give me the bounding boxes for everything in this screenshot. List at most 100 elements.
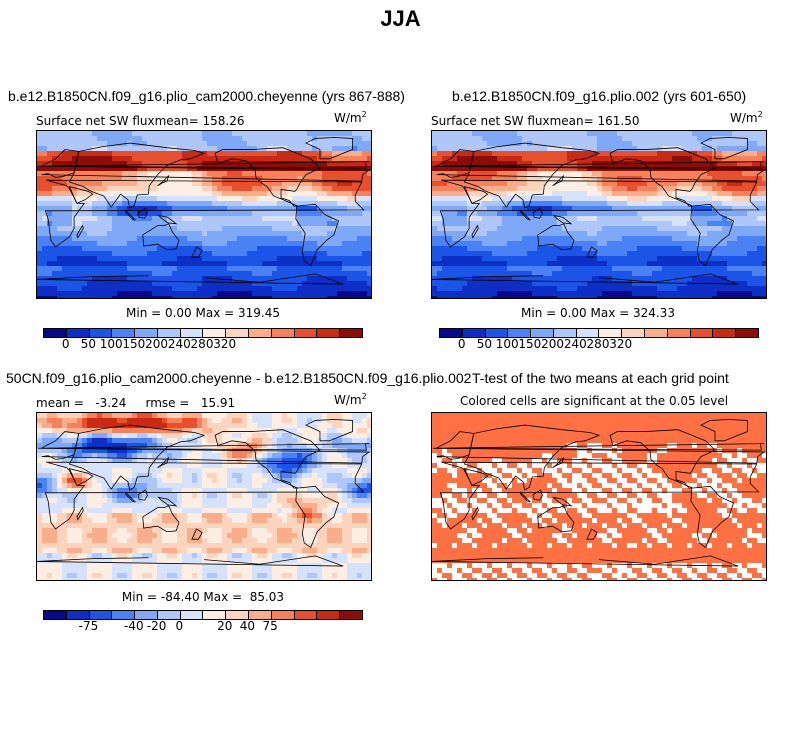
coastline [214,147,321,207]
colorbar-swatch [44,611,67,619]
panel-2-map [431,130,767,299]
panel-1-title: b.e12.B1850CN.f09_g16.plio_cam2000.cheye… [8,88,405,104]
coastline [463,424,601,491]
coastline [44,179,365,248]
colorbar-swatch [135,611,158,619]
coastline [471,506,479,521]
coastline [37,555,344,567]
colorbar-tick-label: 20 [217,619,233,633]
colorbar-swatch [576,329,600,337]
coastline [40,149,371,182]
coastline [471,224,479,239]
coastline [124,491,136,503]
colorbar-swatch [736,329,758,337]
panel-4-subtitle: Colored cells are significant at the 0.0… [460,394,729,408]
colorbar-swatch [44,329,67,337]
colorbar-swatch [622,329,646,337]
coastline [552,496,573,507]
coastline [609,147,716,207]
coastline [37,443,370,451]
coastline [68,468,94,486]
coastline [537,505,575,533]
colorbar-tick-label: 240 [563,337,587,351]
coastline [142,505,180,533]
colorbar-tick-label: 50 [80,337,97,351]
colorbar-tick-label: 240 [167,337,191,351]
coastline [700,137,748,160]
colorbar-swatch [713,329,737,337]
coastline [519,491,531,503]
coastline [532,489,543,501]
colorbar-tick-label: 200 [541,337,565,351]
coastline [137,207,148,219]
colorbar-tick-label: -75 [78,619,99,633]
coastline [432,555,739,567]
coastline [191,528,203,540]
coastline [586,246,598,258]
panel-2-minmax: Min = 0.00 Max = 324.33 [521,306,675,320]
panel-3-map [36,412,372,581]
colorbar-swatch [485,329,509,337]
panel-1-minmax: Min = 0.00 Max = 319.45 [126,306,280,320]
coastline [76,506,84,521]
colorbar-swatch [226,611,250,619]
panel-3-colorbar [43,610,363,620]
coastline [532,207,543,219]
colorbar-tick-label: 40 [239,619,256,633]
panel-2-subtitle: Surface net SW fluxmean= 161.50 [431,114,640,128]
colorbar-swatch [157,611,181,619]
coastline [432,161,765,169]
coastline [552,214,573,225]
panel-3-units: W/m2 [334,392,367,407]
colorbar-swatch [667,329,691,337]
colorbar-tick-label: 100 [99,337,123,351]
coastline [76,224,84,239]
colorbar-tick-label: 0 [175,619,184,633]
colorbar-swatch [317,611,341,619]
coastline [68,424,206,491]
colorbar-swatch [180,611,204,619]
colorbar-swatch [203,611,227,619]
panel-3-colorbar-labels: -75 -40 -20 0 20 40 75 [43,619,363,633]
panel-2-title: b.e12.B1850CN.f09_g16.plio.002 (yrs 601-… [452,88,747,104]
coastline [68,186,94,204]
coastline [463,186,489,204]
panel-3-title: 50CN.f09_g16.plio_cam2000.cheyenne - b.e… [6,370,472,386]
coastline [463,142,601,209]
coastline [37,273,344,285]
coastline [124,209,136,221]
colorbar-swatch [157,329,181,337]
colorbar-tick-label: 50 [476,337,493,351]
coastline [432,443,765,451]
coastline [157,214,178,225]
colorbar-swatch [340,611,362,619]
colorbar-swatch [66,611,90,619]
colorbar-swatch [89,329,113,337]
colorbar-swatch [112,329,136,337]
panel-1-map [36,130,372,299]
panel-1-units: W/m2 [334,110,367,125]
coastline [40,431,371,464]
coastline [157,175,170,187]
colorbar-swatch [690,329,714,337]
colorbar-swatch [462,329,486,337]
coastline [295,203,340,267]
colorbar-tick-label: 200 [145,337,169,351]
colorbar-swatch [271,611,295,619]
colorbar-tick-label: 150 [122,337,146,351]
panel-2-colorbar [439,328,759,338]
coastline [305,137,353,160]
colorbar-swatch [294,329,318,337]
colorbar-swatch [340,329,362,337]
colorbar-swatch [294,611,318,619]
colorbar-swatch [226,329,250,337]
coastline [435,431,766,464]
coastline [37,161,370,169]
coastline [552,457,565,469]
colorbar-swatch [203,329,227,337]
coastline [191,246,203,258]
coastline [537,223,575,251]
panel-4-title: T-test of the two means at each grid poi… [472,370,729,386]
panel-1-colorbar [43,328,363,338]
colorbar-tick-label: 0 [61,337,70,351]
